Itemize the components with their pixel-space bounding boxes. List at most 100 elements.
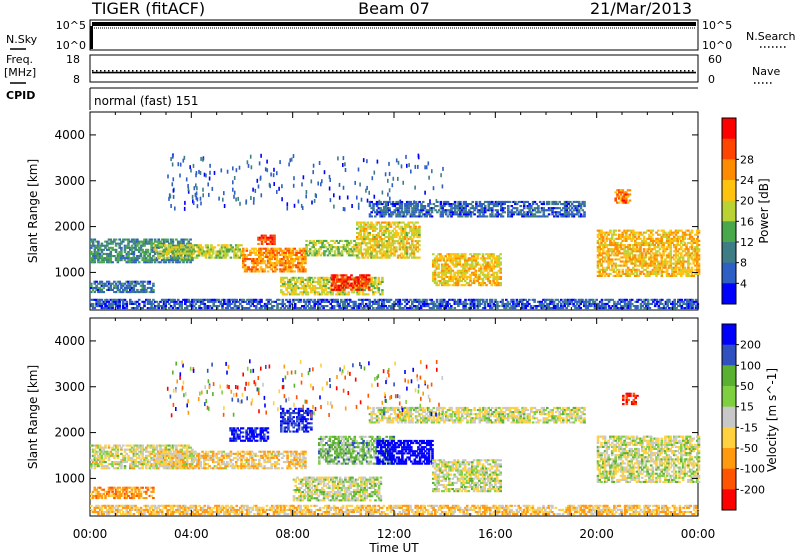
power-cell <box>288 247 291 250</box>
power-cell <box>381 213 384 216</box>
power-cell <box>384 236 387 239</box>
power-cell <box>293 260 296 263</box>
power-cell <box>644 241 648 244</box>
power-cell <box>114 305 118 308</box>
power-cell <box>519 211 522 214</box>
power-cell <box>384 203 388 206</box>
power-cell <box>678 272 681 275</box>
power-cell <box>696 270 699 273</box>
power-cell <box>607 272 610 275</box>
power-cell <box>206 244 210 247</box>
power-cell <box>449 255 453 258</box>
power-cell <box>296 278 299 281</box>
power-cell <box>104 257 107 260</box>
power-cell <box>405 200 409 203</box>
power-cell <box>479 282 483 285</box>
power-cell <box>336 288 339 291</box>
power-cell <box>600 248 603 251</box>
power-cell <box>363 293 366 296</box>
power-cell <box>672 254 676 257</box>
power-cell <box>355 244 358 247</box>
power-cell <box>531 215 535 218</box>
power-cell <box>676 272 680 275</box>
power-cell <box>107 302 111 305</box>
power-cell <box>651 241 655 244</box>
power-cell <box>562 215 565 218</box>
power-cell <box>114 257 118 260</box>
power-cell <box>146 242 150 245</box>
power-cell <box>185 300 189 303</box>
power-cell <box>658 266 662 269</box>
power-cell <box>347 241 351 244</box>
power-cell <box>348 300 352 303</box>
power-cell <box>409 225 412 228</box>
power-cell <box>288 307 292 310</box>
power-cell <box>389 250 393 253</box>
power-cell <box>387 250 391 253</box>
power-cell <box>395 236 398 239</box>
power-cell <box>435 307 439 310</box>
power-cell <box>380 246 384 249</box>
power-cell <box>563 200 567 203</box>
noise-right-tick-bottom: 10^0 <box>702 39 732 52</box>
power-cell <box>479 271 483 274</box>
power-cell <box>446 257 449 260</box>
power-cell <box>425 302 428 305</box>
power-cell <box>222 250 226 253</box>
power-cell <box>362 282 366 285</box>
power-cell <box>319 278 322 281</box>
power-cell <box>113 291 116 294</box>
power-cell <box>596 266 600 269</box>
power-cell <box>430 300 434 303</box>
power-cell <box>598 270 601 273</box>
power-cell <box>435 273 439 276</box>
power-cell <box>676 229 680 232</box>
power-cell <box>269 234 273 237</box>
power-cell <box>197 250 201 253</box>
power-cell <box>267 238 271 241</box>
power-cell <box>379 200 382 203</box>
power-cell <box>328 244 331 247</box>
power-cell <box>134 282 137 285</box>
power-cell <box>357 305 361 308</box>
power-cell <box>621 260 625 263</box>
power-cell <box>386 300 389 303</box>
power-cell <box>367 288 371 291</box>
power-cell <box>614 246 617 249</box>
power-cell <box>628 248 632 251</box>
power-cell <box>207 307 210 310</box>
power-cell <box>217 298 221 301</box>
power-cell <box>456 255 460 258</box>
power-cell <box>405 307 409 310</box>
power-cell <box>164 298 168 301</box>
power-cell <box>317 278 320 281</box>
power-cell <box>457 305 460 308</box>
power-cell <box>288 255 291 258</box>
power-cell <box>346 244 349 247</box>
power-cell <box>231 248 234 251</box>
power-cell <box>657 244 660 247</box>
power-cell <box>364 248 368 251</box>
power-cell <box>567 207 570 210</box>
power-cell <box>318 298 322 301</box>
power-cell <box>221 305 224 308</box>
power-cell <box>495 263 499 266</box>
power-cell <box>325 305 329 308</box>
power-cell <box>480 302 483 305</box>
power-cell <box>356 293 359 296</box>
power-cell <box>423 205 427 208</box>
power-cell <box>141 248 144 251</box>
power-cell <box>464 205 467 208</box>
power-cell <box>453 213 457 216</box>
power-cell <box>302 270 305 273</box>
power-cell <box>662 241 665 244</box>
power-cell <box>145 250 148 253</box>
power-cell <box>263 305 267 308</box>
power-cell <box>674 250 678 253</box>
power-cell <box>389 298 393 301</box>
power-cell <box>529 305 533 308</box>
power-cell <box>381 278 384 281</box>
power-cell <box>678 252 681 255</box>
power-cell <box>372 307 375 310</box>
power-cell <box>452 213 455 216</box>
